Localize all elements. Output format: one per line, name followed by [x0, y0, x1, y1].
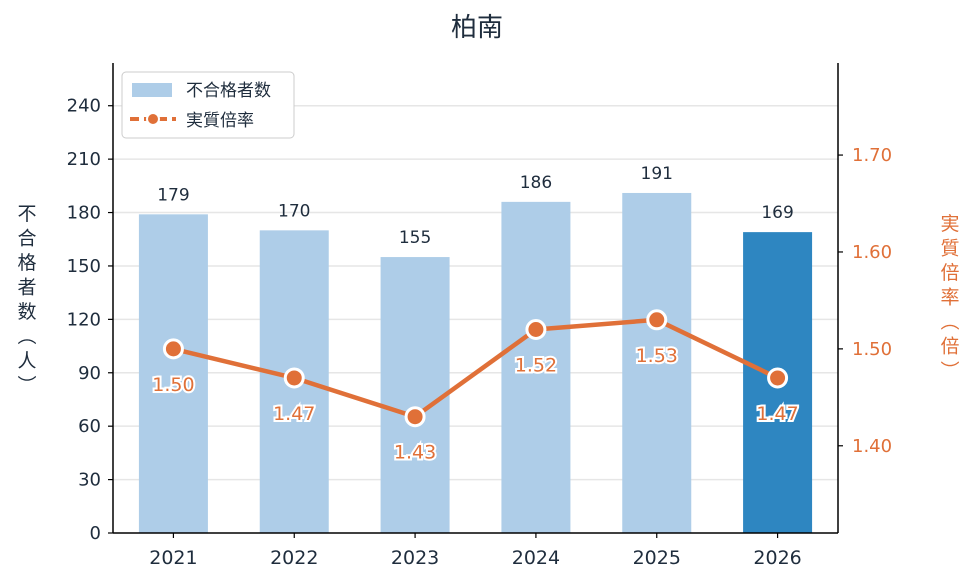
rate-value-label: 1.47	[756, 403, 798, 425]
left-tick-label: 180	[67, 203, 101, 224]
bar-labels: 179 170 155 186 191 169	[157, 164, 794, 248]
axis-label-char: 質	[940, 238, 959, 260]
rate-value-label: 1.47	[273, 403, 315, 425]
bar	[622, 192, 692, 533]
legend: 不合格者数 実質倍率	[121, 71, 295, 139]
legend-line-label: 実質倍率	[186, 111, 254, 131]
right-axis-label: 実質倍率（倍）	[938, 213, 960, 380]
x-tick-label: 2022	[270, 547, 318, 569]
axis-label-char: 率	[940, 287, 959, 309]
axis-label-char: 者	[17, 277, 36, 299]
x-tick-label: 2021	[149, 547, 197, 569]
left-tick-label: 150	[67, 256, 101, 277]
rate-point	[404, 406, 426, 428]
left-tick-label: 90	[78, 363, 101, 384]
bar-value-label: 179	[157, 185, 189, 205]
bar	[501, 201, 571, 533]
right-tick-label: 1.40	[852, 436, 892, 457]
bar	[380, 257, 450, 533]
bar	[138, 214, 208, 534]
right-tick-label: 1.50	[852, 339, 892, 360]
left-tick-label: 60	[78, 416, 101, 437]
rate-line-path	[172, 317, 779, 419]
right-axis-ticks: 1.40 1.50 1.60 1.70	[838, 145, 892, 457]
legend-bar-label: 不合格者数	[186, 81, 271, 101]
axis-label-char: 実	[940, 213, 959, 235]
left-tick-label: 120	[67, 309, 101, 330]
axis-label-char: ）	[15, 375, 37, 394]
rate-line	[162, 309, 789, 428]
rate-point	[283, 367, 305, 389]
chart-title: 柏南	[451, 13, 503, 43]
axis-label-char: 合	[17, 228, 36, 250]
rate-value-label: 1.43	[394, 442, 436, 464]
rate-value-label: 1.53	[636, 345, 678, 367]
axis-label-char: 倍	[940, 262, 959, 284]
x-tick-label: 2025	[633, 547, 681, 569]
rate-point	[646, 309, 668, 331]
rate-point	[525, 318, 547, 340]
axis-label-char: 人	[17, 350, 36, 372]
rate-value-label: 1.50	[152, 374, 194, 396]
rate-point	[767, 367, 789, 389]
x-tick-label: 2026	[753, 547, 801, 569]
gridlines	[113, 104, 838, 481]
rate-value-label: 1.52	[515, 354, 557, 376]
left-tick-label: 0	[90, 523, 101, 544]
bar-value-label: 170	[278, 201, 310, 221]
bar-value-label: 186	[520, 173, 552, 193]
left-tick-label: 240	[67, 96, 101, 117]
left-tick-label: 210	[67, 149, 101, 170]
bar-value-label: 155	[399, 228, 431, 248]
axis-label-char: （	[15, 326, 37, 345]
axis-label-char: ）	[938, 360, 960, 379]
axis-label-char: 倍	[940, 336, 959, 358]
axis-label-char: （	[938, 311, 960, 330]
rate-labels: 1.50 1.47 1.43 1.52 1.53 1.47	[150, 343, 800, 466]
legend-bar-swatch	[132, 83, 172, 97]
rate-point	[162, 338, 184, 360]
bar-value-label: 191	[641, 164, 673, 184]
right-tick-label: 1.60	[852, 242, 892, 263]
legend-line-marker	[146, 112, 160, 126]
x-tick-label: 2023	[391, 547, 439, 569]
left-axis-label: 不合格者数 （ 人 ）	[15, 203, 37, 394]
right-tick-label: 1.70	[852, 145, 892, 166]
axis-label-char: 数	[17, 301, 36, 323]
x-axis-ticks: 2021 2022 2023 2024 2025 2026	[149, 533, 802, 569]
axes	[112, 63, 839, 534]
axis-label-char: 不	[17, 203, 36, 225]
bar-value-label: 169	[761, 203, 793, 223]
left-axis-ticks: 0 30 60 90 120 150 180 210 240	[67, 96, 113, 544]
left-tick-label: 30	[78, 470, 101, 491]
x-tick-label: 2024	[512, 547, 560, 569]
axis-label-char: 格	[17, 252, 36, 274]
